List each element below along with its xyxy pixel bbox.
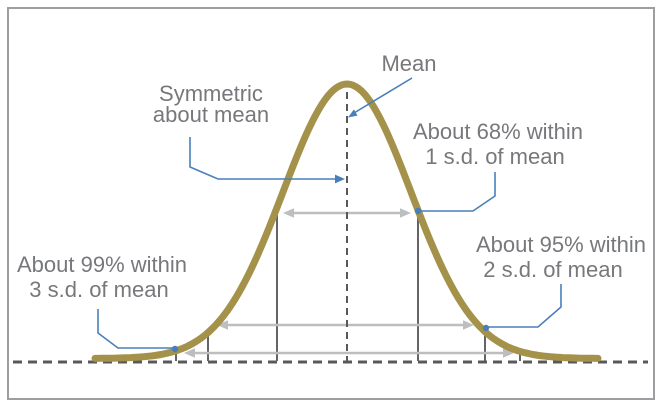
sd1-label-line1: About 68% within bbox=[413, 119, 583, 144]
sd3-leader bbox=[97, 309, 179, 353]
sd3-leader-endpoint-dot bbox=[171, 345, 179, 353]
diagram-frame bbox=[7, 7, 655, 400]
sd2-arrowhead-right-icon bbox=[463, 320, 474, 330]
sd3-label-line1: About 99% within bbox=[17, 252, 187, 277]
mean-leader-arrowhead-icon bbox=[348, 109, 358, 118]
sd3-label-line2: 3 s.d. of mean bbox=[29, 277, 168, 302]
symmetric-label-line2: about mean bbox=[153, 102, 269, 127]
symmetric-leader bbox=[189, 137, 345, 184]
mean-label: Mean bbox=[381, 51, 436, 76]
labels: Mean Symmetric about mean About 68% with… bbox=[17, 51, 646, 302]
symmetric-leader-arrowhead-icon bbox=[335, 174, 345, 184]
sd2-label-line1: About 95% within bbox=[476, 232, 646, 257]
leaders bbox=[97, 77, 562, 353]
sd2-leader bbox=[482, 284, 562, 332]
sd2-label-line2: 2 s.d. of mean bbox=[483, 257, 622, 282]
bell-curve bbox=[91, 80, 602, 362]
sd1-label-line2: 1 s.d. of mean bbox=[425, 144, 564, 169]
sd2-leader-endpoint-dot bbox=[482, 324, 490, 332]
sd3-arrowhead-left-icon bbox=[184, 348, 195, 358]
sd3-arrowhead-right-icon bbox=[503, 348, 514, 358]
symmetric-label-line1: Symmetric bbox=[159, 81, 263, 106]
sd1-arrowhead-left-icon bbox=[283, 208, 294, 218]
sd2-arrowhead-left-icon bbox=[217, 320, 228, 330]
sd1-arrowhead-right-icon bbox=[400, 208, 411, 218]
sd1-leader bbox=[414, 172, 496, 215]
sd3-range-arrow bbox=[184, 348, 514, 358]
sd1-leader-endpoint-dot bbox=[414, 207, 422, 215]
range-arrows bbox=[184, 208, 514, 358]
sd2-range-arrow bbox=[217, 320, 474, 330]
mean-leader bbox=[348, 77, 413, 118]
